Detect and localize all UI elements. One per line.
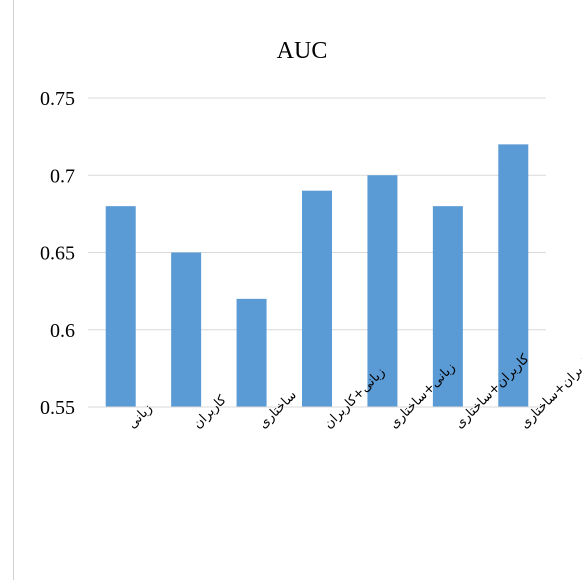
frame-border xyxy=(13,0,14,580)
y-axis-tick-labels: 0.55 0.6 0.65 0.7 0.75 xyxy=(40,88,75,419)
chart-title: AUC xyxy=(277,38,328,64)
bar xyxy=(171,252,202,407)
bar xyxy=(432,206,463,407)
bar-series xyxy=(105,144,529,407)
bar xyxy=(236,298,267,407)
y-tick-label: 0.7 xyxy=(50,165,75,187)
y-tick-label: 0.55 xyxy=(40,397,75,419)
bar xyxy=(302,190,332,407)
bar xyxy=(367,175,398,407)
y-tick-label: 0.6 xyxy=(50,320,75,342)
y-tick-label: 0.65 xyxy=(40,243,75,265)
y-tick-label: 0.75 xyxy=(40,88,75,110)
bar xyxy=(498,144,529,407)
bar xyxy=(105,206,136,407)
